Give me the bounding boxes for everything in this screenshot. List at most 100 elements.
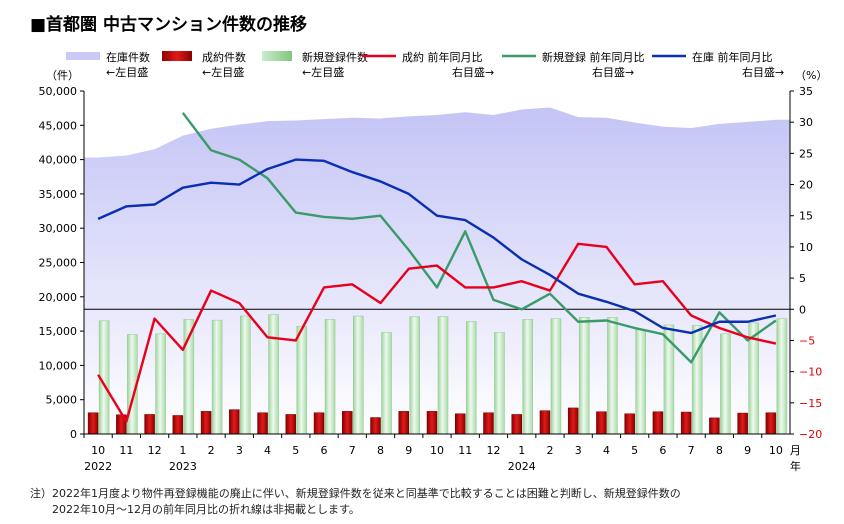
left-tick-label: 5,000	[46, 394, 78, 407]
new-listing-bar	[324, 319, 336, 435]
deal-bar	[567, 407, 579, 435]
new-listing-bar	[522, 319, 533, 435]
right-tick-label: 5	[799, 272, 806, 285]
deal-bar	[511, 414, 522, 435]
footnote: 注）2022年1月度より物件再登録機能の廃止に伴い、新規登録件数を従来と同基準で…	[30, 486, 830, 518]
x-tick-label: 3	[575, 444, 582, 457]
deal-bar	[285, 414, 297, 435]
right-tick-label: −20	[799, 428, 822, 441]
left-axis-unit: （件）	[46, 69, 79, 82]
right-tick-label: −5	[799, 334, 815, 347]
deal-yoy-line	[97, 242, 777, 423]
right-tick-label: 25	[799, 147, 813, 160]
x-tick-label: 5	[292, 444, 299, 457]
deal-bar	[483, 412, 494, 435]
right-tick-label: −15	[799, 397, 822, 410]
new-listing-bar	[720, 333, 731, 435]
new-listing-bar	[296, 326, 308, 435]
legend-label: 新規登録件数	[302, 50, 368, 64]
x-tick-label: 9	[744, 444, 751, 457]
deal-bar	[200, 411, 212, 435]
deal-bar	[172, 415, 184, 435]
legend-axis-note: 右目盛→	[742, 65, 784, 79]
chart-title: ■首都圏 中古マンション件数の推移	[30, 14, 307, 35]
x-tick-label: 6	[321, 444, 328, 457]
new-listing-bar	[550, 318, 562, 435]
year-label: 2022	[84, 460, 112, 473]
x-tick-label: 7	[349, 444, 356, 457]
x-tick-label: 10	[769, 444, 783, 457]
x-tick-label: 12	[148, 444, 162, 457]
deal-bar	[454, 413, 466, 435]
new-listing-bar	[635, 329, 646, 435]
left-tick-label: 0	[70, 428, 77, 441]
x-tick-label: 2	[208, 444, 215, 457]
x-tick-label: 5	[631, 444, 638, 457]
right-tick-label: 0	[799, 303, 806, 316]
right-axis-unit: （%）	[795, 69, 827, 82]
left-tick-label: 35,000	[39, 188, 78, 201]
chart: ■首都圏 中古マンション件数の推移 在庫件数←左目盛成約件数←左目盛新規登録件数…	[30, 14, 827, 473]
new-listing-bar	[353, 315, 364, 435]
new-listing-bar	[691, 325, 703, 435]
new-listing-bar	[381, 332, 392, 435]
new-listing-bar	[776, 318, 788, 435]
deal-bar	[737, 412, 748, 435]
deal-bar	[680, 411, 692, 435]
deal-bar	[709, 417, 720, 435]
x-tick-label: 4	[264, 444, 271, 457]
x-tick-label: 4	[603, 444, 610, 457]
deal-bar	[596, 411, 607, 435]
new-listing-bar	[240, 315, 251, 435]
new-listing-bar	[494, 332, 505, 435]
x-tick-label: 11	[119, 444, 133, 457]
right-tick-label: 30	[799, 116, 813, 129]
left-tick-label: 45,000	[39, 119, 78, 132]
legend-label: 成約件数	[202, 50, 246, 64]
new-listing-bar	[155, 333, 166, 435]
deal-bar	[624, 413, 635, 435]
left-tick-label: 15,000	[39, 325, 78, 338]
deal-bar	[257, 412, 268, 435]
legend-swatch-area	[66, 52, 100, 60]
x-tick-label: 1	[518, 444, 525, 457]
legend-label: 在庫 前年同月比	[692, 50, 773, 64]
x-tick-label: 11	[458, 444, 472, 457]
legend-label: 在庫件数	[106, 50, 150, 64]
x-tick-label: 8	[716, 444, 723, 457]
deal-bar	[87, 412, 99, 435]
deal-bar	[426, 411, 438, 435]
footnote-line: 2022年10月～12月の前年同月比の折れ線は非掲載とします。	[30, 503, 360, 516]
deal-bar	[144, 414, 155, 435]
right-tick-label: 10	[799, 241, 813, 254]
legend-label: 新規登録 前年同月比	[542, 50, 645, 64]
right-tick-label: −10	[799, 366, 822, 379]
x-tick-label: 6	[659, 444, 666, 457]
x-tick-label: 12	[486, 444, 500, 457]
year-label: 2024	[508, 460, 536, 473]
left-tick-label: 20,000	[39, 291, 78, 304]
plot-area: 0 5,000 10,000 15,000 20,000 25,000 30,000 35,0…	[39, 85, 823, 473]
new-listing-bar	[578, 317, 590, 435]
x-tick-label: 9	[405, 444, 412, 457]
new-listing-bar	[437, 316, 449, 435]
legend-axis-note: ←左目盛	[302, 65, 344, 79]
year-label: 2023	[169, 460, 197, 473]
x-tick-label: 10	[91, 444, 105, 457]
new-listing-bar	[211, 319, 223, 435]
deal-bar	[342, 411, 353, 435]
stock-yoy-line	[97, 158, 777, 335]
new-listing-bar	[465, 321, 477, 435]
x-tick-label: 7	[688, 444, 695, 457]
legend-swatch-bar	[262, 51, 292, 61]
deal-bar	[398, 411, 410, 435]
legend-axis-note: ←左目盛	[202, 65, 244, 79]
new-listing-bar	[607, 317, 618, 435]
legend-axis-note: 右目盛→	[592, 65, 634, 79]
right-tick-label: 35	[799, 85, 813, 98]
footnote-line: 注）2022年1月度より物件再登録機能の廃止に伴い、新規登録件数を従来と同基準で…	[30, 487, 681, 500]
right-tick-label: 15	[799, 210, 813, 223]
deal-bar	[370, 417, 381, 435]
left-tick-label: 30,000	[39, 222, 78, 235]
x-tick-label: 2	[546, 444, 553, 457]
